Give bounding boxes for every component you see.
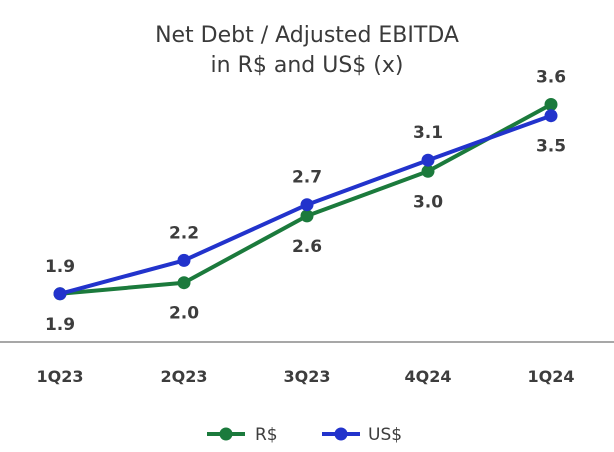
data-label-us: 3.5 (536, 137, 566, 157)
x-tick-label: 3Q23 (284, 367, 331, 386)
data-label-r: 3.0 (413, 192, 443, 212)
chart-subtitle: in R$ and US$ (x) (211, 53, 404, 78)
data-point-r (300, 209, 314, 223)
legend-item-us: US$ (322, 425, 402, 445)
data-label-r: 2.0 (169, 304, 199, 324)
x-axis-ticks: 1Q23 2Q23 3Q23 4Q24 1Q24 (37, 367, 575, 386)
legend-swatch-marker (219, 427, 233, 441)
series-r: 1.9 2.0 2.6 3.0 3.6 (45, 68, 566, 335)
data-point-r (421, 164, 435, 178)
series-layer: 1.9 2.0 2.6 3.0 3.6 1.9 2.2 2.7 3.1 3.5 (45, 68, 566, 335)
legend-label: US$ (368, 425, 402, 445)
data-label-r: 1.9 (45, 315, 75, 335)
x-tick-label: 1Q24 (528, 367, 575, 386)
legend-item-r: R$ (207, 425, 278, 445)
data-point-us (544, 109, 558, 123)
data-label-r: 3.6 (536, 68, 566, 88)
legend-swatch-marker (334, 427, 348, 441)
data-point-us (300, 198, 314, 212)
data-label-r: 2.6 (292, 237, 322, 257)
data-label-us: 1.9 (45, 257, 75, 277)
data-label-us: 2.2 (169, 223, 199, 243)
legend-label: R$ (255, 425, 278, 445)
data-point-r (544, 98, 558, 111)
x-tick-label: 2Q23 (161, 367, 208, 386)
data-point-us (421, 153, 435, 167)
data-point-us (53, 287, 67, 301)
data-label-us: 3.1 (413, 123, 443, 143)
chart-title: Net Debt / Adjusted EBITDA (155, 23, 459, 48)
data-point-r (177, 276, 191, 290)
series-us: 1.9 2.2 2.7 3.1 3.5 (45, 109, 566, 301)
x-tick-label: 4Q24 (405, 367, 452, 386)
data-point-us (177, 253, 191, 267)
legend: R$ US$ (207, 425, 402, 445)
x-tick-label: 1Q23 (37, 367, 84, 386)
data-label-us: 2.7 (292, 168, 322, 188)
